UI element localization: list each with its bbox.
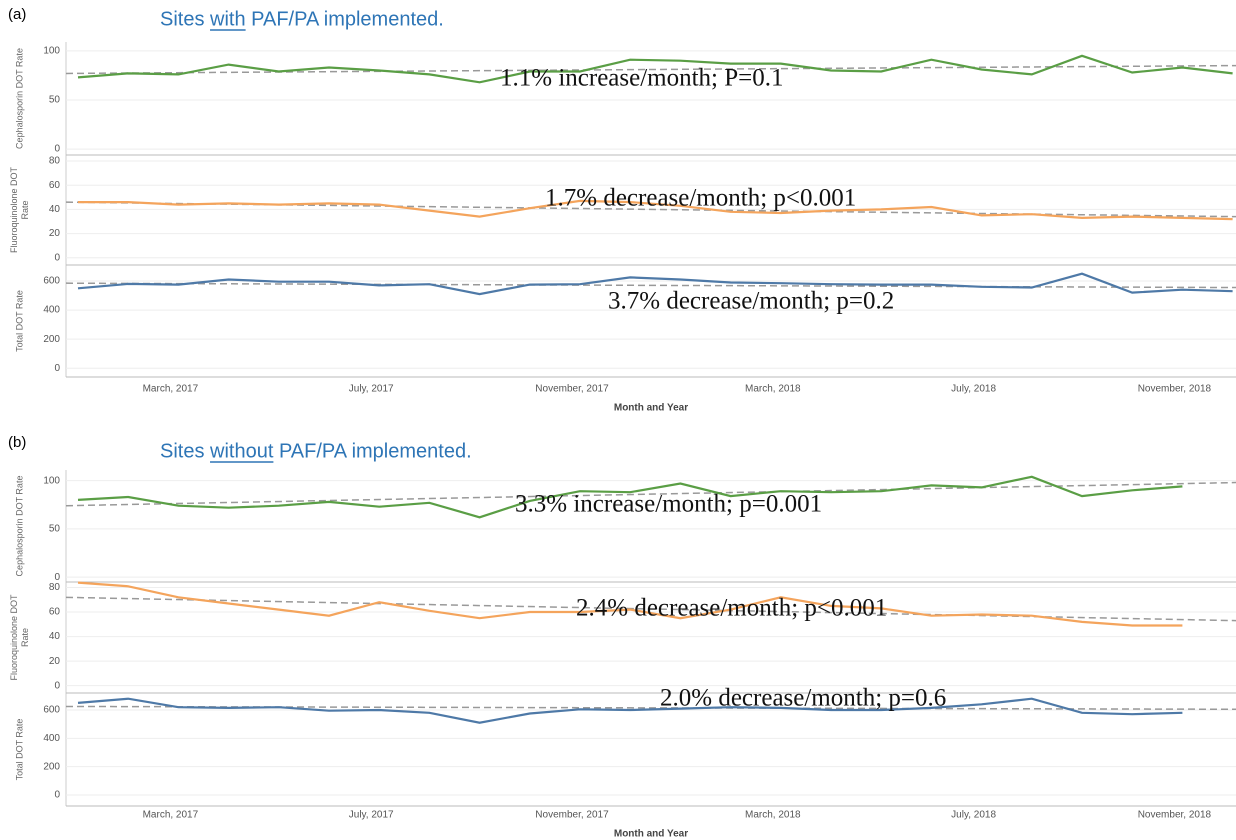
panel-label: (b) — [8, 434, 26, 451]
y-tick-label: 200 — [43, 761, 60, 772]
y-tick-label: 0 — [54, 790, 60, 801]
y-tick-label: 0 — [54, 363, 60, 374]
y-tick-label: 40 — [49, 204, 61, 215]
y-tick-label: 400 — [43, 733, 60, 744]
y-axis-label: Rate — [20, 628, 30, 647]
trend-line — [65, 282, 1236, 289]
y-axis-label: Fluoroquinolone DOT — [9, 594, 19, 681]
x-axis-label: Month and Year — [614, 829, 688, 840]
y-axis-label: Total DOT Rate — [14, 719, 24, 781]
y-tick-label: 60 — [49, 607, 61, 618]
trend-annotation: 3.7% decrease/month; p=0.2 — [608, 288, 894, 315]
y-tick-label: 600 — [43, 705, 60, 716]
y-tick-label: 0 — [54, 572, 60, 583]
x-tick-label: July, 2018 — [951, 384, 996, 395]
y-tick-label: 0 — [54, 680, 60, 691]
data-line — [77, 475, 1183, 519]
y-tick-label: 0 — [54, 144, 60, 155]
y-tick-label: 100 — [43, 45, 60, 56]
y-axis-label: Total DOT Rate — [14, 290, 24, 352]
y-tick-label: 400 — [43, 305, 60, 316]
x-tick-label: July, 2017 — [349, 810, 394, 821]
data-line — [77, 697, 1183, 724]
y-tick-label: 40 — [49, 631, 61, 642]
panel-title: Sites without PAF/PA implemented. — [160, 440, 472, 462]
data-line — [77, 54, 1233, 84]
x-tick-label: March, 2017 — [143, 810, 199, 821]
trend-line — [65, 481, 1236, 507]
trend-annotation: 1.1% increase/month; P=0.1 — [500, 65, 784, 92]
trend-line — [65, 705, 1236, 711]
y-tick-label: 50 — [49, 524, 61, 535]
data-line — [77, 581, 1183, 627]
trend-line — [65, 201, 1236, 218]
x-tick-label: July, 2018 — [951, 810, 996, 821]
x-tick-label: November, 2018 — [1138, 810, 1212, 821]
data-line — [77, 272, 1233, 296]
x-axis-label: Month and Year — [614, 403, 688, 414]
y-tick-label: 20 — [49, 228, 61, 239]
y-axis-label: Fluoroquinolone DOT — [9, 166, 19, 253]
x-tick-label: March, 2018 — [745, 810, 801, 821]
x-tick-label: November, 2018 — [1138, 384, 1212, 395]
trend-line — [65, 596, 1236, 622]
data-line — [78, 199, 1233, 221]
y-tick-label: 20 — [49, 656, 61, 667]
y-tick-label: 60 — [49, 180, 61, 191]
x-tick-label: November, 2017 — [535, 384, 609, 395]
y-tick-label: 200 — [43, 334, 60, 345]
y-tick-label: 80 — [49, 156, 61, 167]
y-axis-label: Cephalosporin DOT Rate — [14, 476, 24, 577]
trend-annotation: 3.3% increase/month; p=0.001 — [515, 491, 822, 518]
y-axis-label: Rate — [20, 200, 30, 219]
x-tick-label: March, 2017 — [143, 384, 199, 395]
y-tick-label: 0 — [54, 252, 60, 263]
trend-annotation: 2.0% decrease/month; p=0.6 — [660, 685, 946, 712]
trend-line — [65, 64, 1236, 75]
y-tick-label: 50 — [49, 95, 61, 106]
panel-title: Sites with PAF/PA implemented. — [160, 8, 444, 30]
y-tick-label: 100 — [43, 475, 60, 486]
trend-annotation: 1.7% decrease/month; p<0.001 — [545, 185, 856, 212]
y-axis-label: Cephalosporin DOT Rate — [14, 48, 24, 149]
panel-label: (a) — [8, 6, 26, 23]
x-tick-label: July, 2017 — [349, 384, 394, 395]
trend-annotation: 2.4% decrease/month; p<0.001 — [576, 595, 887, 622]
x-tick-label: November, 2017 — [535, 810, 609, 821]
y-tick-label: 600 — [43, 276, 60, 287]
y-tick-label: 80 — [49, 582, 61, 593]
x-tick-label: March, 2018 — [745, 384, 801, 395]
